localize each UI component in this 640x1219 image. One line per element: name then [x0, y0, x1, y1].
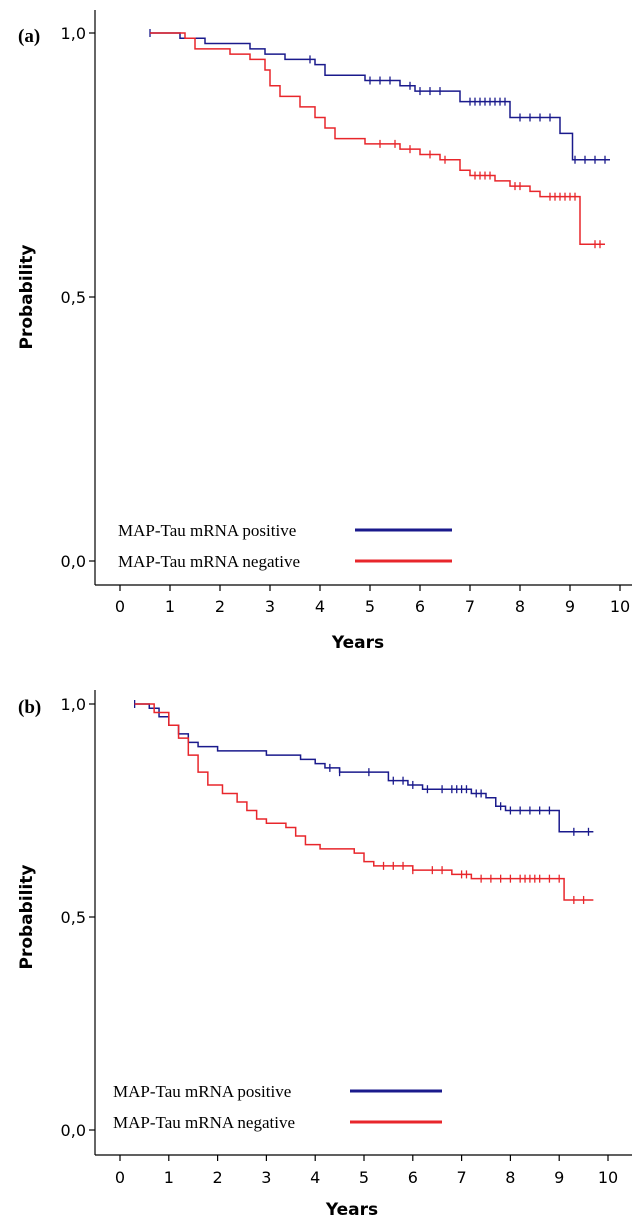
y-tick-label: 0,5	[61, 908, 86, 927]
x-tick-label: 0	[115, 597, 125, 616]
x-tick-label: 1	[165, 597, 175, 616]
survival-curve-positive	[134, 703, 594, 833]
x-tick-label: 9	[554, 1168, 564, 1187]
x-tick-label: 8	[515, 597, 525, 616]
survival-curve-positive	[150, 32, 610, 161]
x-tick-label: 4	[310, 1168, 320, 1187]
x-tick-label: 3	[261, 1168, 271, 1187]
x-axis-title: Years	[331, 633, 384, 653]
x-tick-label: 6	[408, 1168, 418, 1187]
y-tick-label: 1,0	[61, 695, 86, 714]
x-tick-label: 6	[415, 597, 425, 616]
x-tick-label: 1	[164, 1168, 174, 1187]
y-tick-label: 1,0	[61, 24, 86, 43]
x-axis-title: Years	[325, 1200, 378, 1219]
survival-curve-negative	[150, 32, 605, 245]
x-tick-label: 9	[565, 597, 575, 616]
chart-panel-a: (a) 0,0 0,5 1,0 0 1 2 3 4 5 6 7 8 9 10 Years Probability…	[17, 10, 632, 653]
x-tick-label: 2	[215, 597, 225, 616]
x-tick-label: 5	[359, 1168, 369, 1187]
legend-label-positive: MAP-Tau mRNA positive	[113, 1082, 291, 1101]
legend-label-positive: MAP-Tau mRNA positive	[118, 521, 296, 540]
x-tick-label: 7	[457, 1168, 467, 1187]
panel-label: (b)	[18, 697, 41, 718]
survival-curve-negative	[134, 703, 594, 901]
y-axis-title: Probability	[17, 244, 37, 349]
y-axis-title: Probability	[17, 864, 37, 969]
x-tick-label: 3	[265, 597, 275, 616]
y-tick-label: 0,0	[61, 1121, 86, 1140]
x-tick-label: 8	[505, 1168, 515, 1187]
x-tick-label: 2	[213, 1168, 223, 1187]
legend-label-negative: MAP-Tau mRNA negative	[113, 1113, 295, 1132]
x-tick-label: 10	[598, 1168, 618, 1187]
x-tick-label: 10	[610, 597, 630, 616]
x-tick-label: 5	[365, 597, 375, 616]
chart-panel-b: (b) 0,0 0,5 1,0 0 1 2 3 4 5 6 7 8 9 10 Years Probability…	[17, 690, 632, 1219]
y-tick-label: 0,5	[61, 288, 86, 307]
legend-label-negative: MAP-Tau mRNA negative	[118, 552, 300, 571]
x-tick-label: 0	[115, 1168, 125, 1187]
x-tick-label: 4	[315, 597, 325, 616]
x-tick-label: 7	[465, 597, 475, 616]
y-tick-label: 0,0	[61, 552, 86, 571]
panel-label: (a)	[18, 26, 40, 47]
